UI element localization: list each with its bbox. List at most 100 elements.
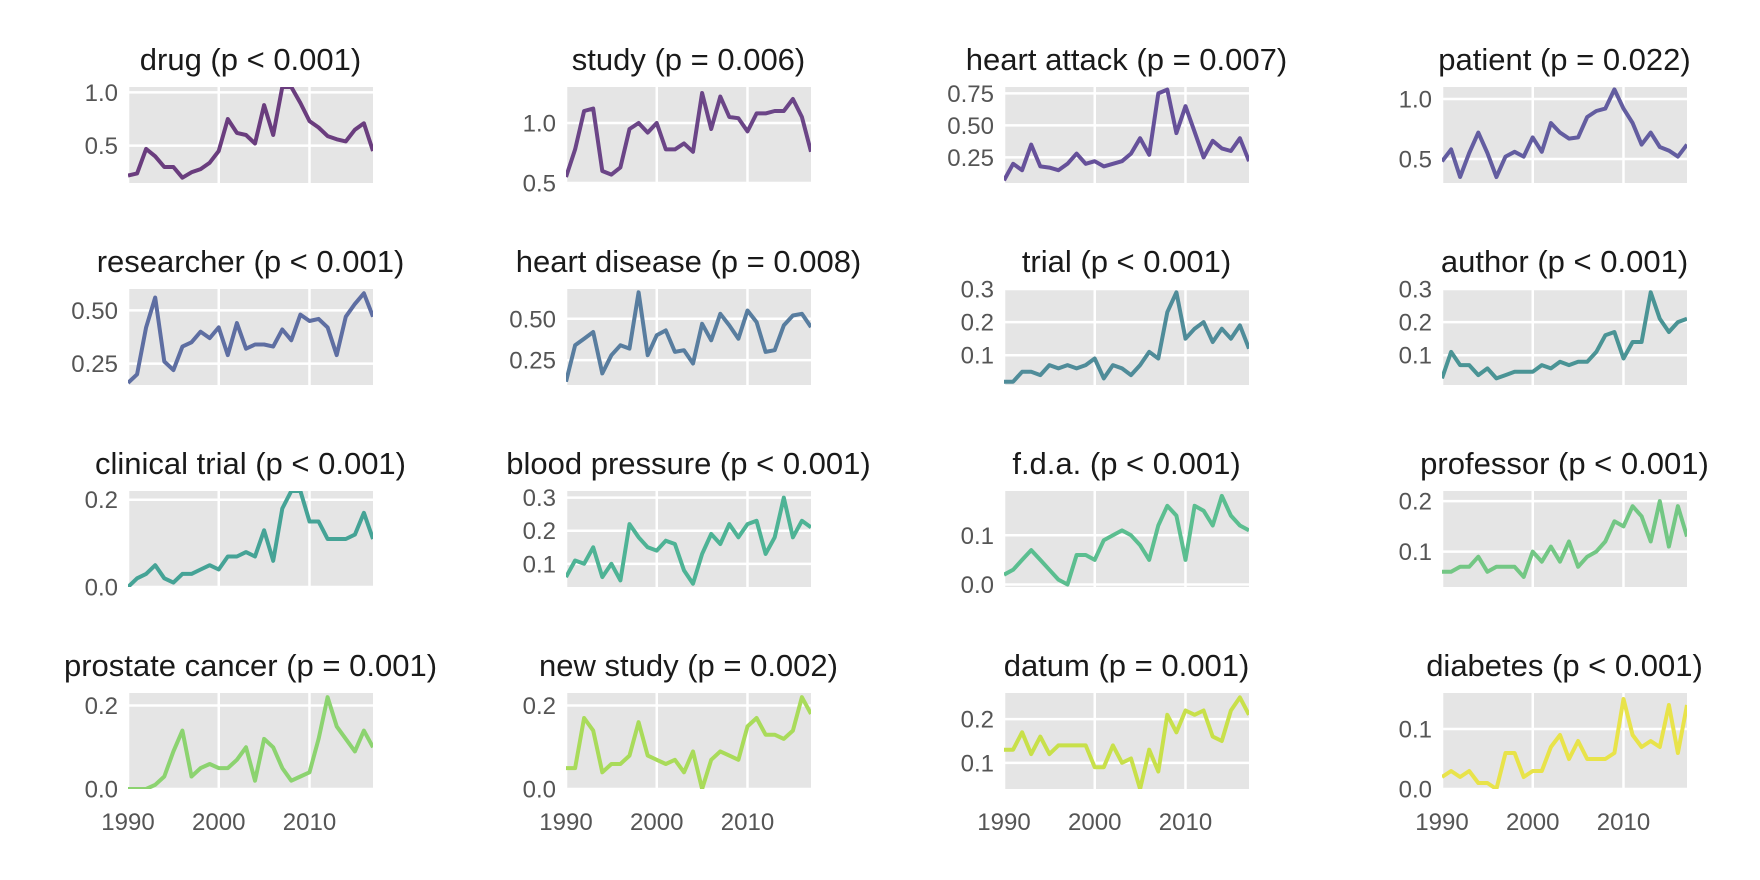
panel-title: drug (p < 0.001) (140, 42, 361, 77)
series-line (566, 695, 811, 789)
y-tick-label: 0.3 (1399, 277, 1432, 304)
panel-title: prostate cancer (p = 0.001) (64, 648, 437, 683)
x-tick-label: 2010 (1597, 809, 1650, 836)
x-tick-label: 2000 (192, 809, 245, 836)
x-tick-label: 1990 (1415, 809, 1468, 836)
panel-title: datum (p = 0.001) (1004, 648, 1250, 683)
series-line (566, 91, 811, 178)
plot-area (1004, 87, 1249, 183)
y-tick-label: 0.1 (961, 343, 994, 370)
series-line (1004, 493, 1249, 587)
plot-area (1442, 491, 1687, 587)
y-tick-label: 1.0 (85, 80, 118, 107)
y-tick-label: 0.0 (523, 777, 556, 804)
series-line (1442, 87, 1687, 179)
panel-title: diabetes (p < 0.001) (1426, 648, 1703, 683)
x-tick-label: 1990 (977, 809, 1030, 836)
series-line (566, 290, 811, 383)
y-tick-label: 0.5 (85, 133, 118, 160)
panel-title: f.d.a. (p < 0.001) (1012, 446, 1240, 481)
panel-title: blood pressure (p < 0.001) (506, 446, 870, 481)
x-tick-label: 1990 (101, 809, 154, 836)
y-tick-label: 0.0 (961, 572, 994, 599)
y-tick-label: 0.2 (961, 707, 994, 734)
series-line (1442, 499, 1687, 579)
y-tick-label: 0.1 (523, 551, 556, 578)
panel: 0.1 0.2 0.3 blood pressure (p < 0.001) (506, 446, 871, 587)
x-tick-label: 2000 (1068, 809, 1121, 836)
y-tick-label: 0.2 (1399, 310, 1432, 337)
y-tick-label: 0.0 (1399, 777, 1432, 804)
y-tick-label: 0.1 (1399, 717, 1432, 744)
panel-title: study (p = 0.006) (572, 42, 806, 77)
series-line (1442, 697, 1687, 789)
panel: 0.25 0.50 0.75 heart attack (p = 0.007) (947, 42, 1287, 183)
series-line (1004, 290, 1249, 384)
series-line (128, 491, 373, 587)
y-tick-label: 0.0 (85, 575, 118, 602)
x-tick-label: 2010 (1159, 809, 1212, 836)
panel-title: author (p < 0.001) (1441, 244, 1688, 279)
panel: 0.1 0.2 0.3 trial (p < 0.001) (961, 244, 1249, 385)
y-tick-label: 0.1 (1399, 343, 1432, 370)
panel: 0.0 0.2 clinical trial (p < 0.001) (85, 446, 406, 602)
plot-area (1004, 491, 1249, 587)
panel: 0.1 0.2 datum (p = 0.001) 1990 2000 2010 (961, 648, 1250, 836)
y-tick-label: 0.3 (523, 485, 556, 512)
panel-title: researcher (p < 0.001) (97, 244, 405, 279)
x-tick-label: 1990 (539, 809, 592, 836)
panel: 0.5 1.0 drug (p < 0.001) (85, 42, 373, 183)
y-tick-label: 1.0 (1399, 87, 1432, 114)
panel: 0.25 0.50 heart disease (p = 0.008) (509, 244, 861, 385)
y-tick-label: 0.25 (71, 351, 118, 378)
panel-title: patient (p = 0.022) (1438, 42, 1690, 77)
series-line (566, 495, 811, 586)
x-tick-label: 2010 (283, 809, 336, 836)
series-line (1442, 290, 1687, 381)
y-tick-label: 0.2 (523, 693, 556, 720)
y-tick-label: 0.50 (71, 298, 118, 325)
y-tick-label: 0.3 (961, 277, 994, 304)
series-line (128, 291, 373, 385)
plot-area (566, 693, 811, 789)
panel-title: heart attack (p = 0.007) (966, 42, 1287, 77)
x-tick-label: 2010 (721, 809, 774, 836)
panel: 0.0 0.2 new study (p = 0.002) 1990 2000 2010 (523, 648, 838, 836)
panel: 0.5 1.0 study (p = 0.006) (523, 42, 811, 198)
y-tick-label: 0.25 (509, 348, 556, 375)
x-tick-label: 2000 (1506, 809, 1559, 836)
series-line (128, 695, 373, 789)
panel-title: new study (p = 0.002) (539, 648, 838, 683)
y-tick-label: 0.5 (523, 171, 556, 198)
panel: 0.0 0.2 prostate cancer (p = 0.001) 1990 200… (64, 648, 437, 836)
y-tick-label: 0.50 (509, 306, 556, 333)
panel: 0.1 0.2 professor (p < 0.001) (1399, 446, 1709, 587)
panel: 0.0 0.1 diabetes (p < 0.001) 1990 2000 2010 (1399, 648, 1703, 836)
plot-area (1442, 289, 1687, 385)
panel-title: heart disease (p = 0.008) (516, 244, 862, 279)
panel: 0.1 0.2 0.3 author (p < 0.001) (1399, 244, 1688, 385)
panel-title: clinical trial (p < 0.001) (95, 446, 406, 481)
y-tick-label: 0.75 (947, 81, 994, 108)
y-tick-label: 0.5 (1399, 147, 1432, 174)
plot-area (128, 289, 373, 385)
y-tick-label: 1.0 (523, 111, 556, 138)
y-tick-label: 0.1 (961, 750, 994, 777)
y-tick-label: 0.50 (947, 113, 994, 140)
y-tick-label: 0.2 (85, 487, 118, 514)
x-tick-label: 2000 (630, 809, 683, 836)
y-tick-label: 0.1 (1399, 539, 1432, 566)
panel: 0.0 0.1 f.d.a. (p < 0.001) (961, 446, 1249, 599)
series-line (1004, 695, 1249, 789)
plot-area (566, 87, 811, 183)
y-tick-label: 0.2 (85, 693, 118, 720)
y-tick-label: 0.1 (961, 523, 994, 550)
series-line (128, 87, 373, 180)
y-tick-label: 0.0 (85, 777, 118, 804)
series-line (1004, 87, 1249, 182)
panel-title: trial (p < 0.001) (1022, 244, 1231, 279)
y-tick-label: 0.2 (1399, 489, 1432, 516)
panel: 0.25 0.50 researcher (p < 0.001) (71, 244, 404, 385)
